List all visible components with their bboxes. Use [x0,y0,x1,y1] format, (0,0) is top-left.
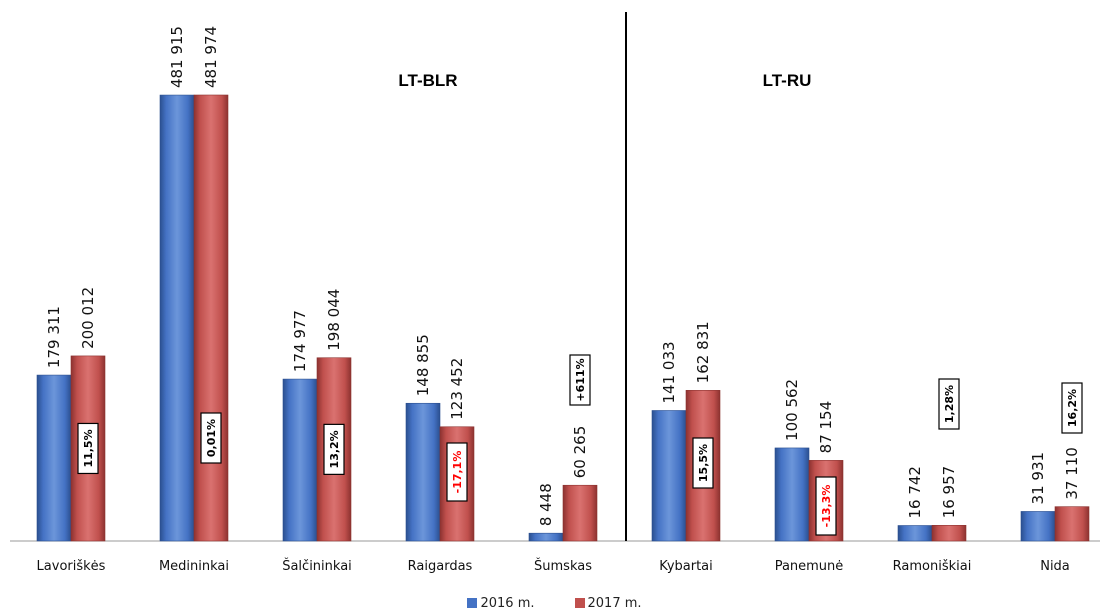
value-label-2016-1: 481 915 [168,26,186,88]
change-label-6: -13,3% [820,485,833,528]
category-label-4: Šumskas [534,558,592,574]
change-label-3: -17,1% [451,451,464,494]
change-box-0 [77,422,99,475]
category-label-2: Šalčininkai [282,558,352,574]
legend-label-2016: 2016 m. [480,595,535,611]
category-label-0: Lavoriškės [37,559,106,574]
value-label-2016-6: 100 562 [783,379,801,441]
legend-item-2016: 2016 m. [467,594,535,612]
value-label-2016-5: 141 033 [660,341,678,403]
value-label-2017-1: 481 974 [202,26,220,88]
legend-swatch-2016 [467,598,478,608]
change-box-1 [200,412,222,464]
change-box-2 [323,423,345,475]
bar-chart: LT-BLR LT-RU 179 311 200 012 11,5% Lavoriškės… [10,12,1100,574]
change-box-4 [569,354,591,406]
legend-item-2017: 2017 m. [574,594,642,612]
change-box-8 [1061,382,1083,434]
value-label-2017-7: 16 957 [940,466,958,519]
category-label-3: Raigardas [408,559,473,574]
legend-label-2017: 2017 m. [587,595,642,611]
value-label-2017-4: 60 265 [571,426,589,479]
value-label-2016-4: 8 448 [537,483,555,526]
value-label-2017-5: 162 831 [694,321,712,383]
change-label-8: 16,2% [1066,389,1079,427]
category-label-5: Kybartai [659,559,713,574]
bar-2016-8 [1020,511,1056,542]
category-label-8: Nida [1040,559,1070,574]
change-label-5: 15,5% [697,444,710,482]
group-label-lt-ru: LT-RU [763,71,812,90]
value-label-2016-2: 174 977 [291,310,309,372]
change-box-6 [815,476,837,536]
change-label-7: 1,28% [943,385,956,423]
change-box-3 [446,442,468,502]
value-label-2017-2: 198 044 [325,289,343,351]
value-label-2016-0: 179 311 [45,306,63,368]
category-label-7: Ramoniškiai [893,559,972,574]
category-label-1: Medininkai [159,559,229,574]
value-label-2017-8: 37 110 [1063,447,1081,500]
bar-2016-6 [774,447,810,542]
legend: 2016 m. 2017 m. [0,594,1109,612]
value-label-2017-6: 87 154 [817,401,835,454]
bar-2017-4 [562,484,598,542]
bar-2016-4 [528,532,564,542]
value-label-2017-3: 123 452 [448,358,466,420]
bar-2017-1 [193,94,229,542]
value-label-2016-3: 148 855 [414,334,432,396]
bar-2016-7 [897,525,933,542]
legend-swatch-2017 [574,598,585,608]
change-label-4: +611% [574,358,587,401]
bar-2017-7 [931,525,967,542]
bar-2016-1 [159,94,195,542]
bar-2016-0 [36,374,72,542]
change-label-2: 13,2% [328,430,341,468]
category-label-6: Panemunė [775,559,844,574]
change-box-5 [692,437,714,489]
value-label-2017-0: 200 012 [79,287,97,349]
group-label-lt-blr: LT-BLR [398,71,457,90]
bar-2016-2 [282,378,318,542]
change-label-1: 0,01% [205,419,218,457]
bar-2016-3 [405,402,441,542]
value-label-2016-8: 31 931 [1029,452,1047,505]
change-label-0: 11,5% [82,429,95,467]
value-label-2016-7: 16 742 [906,466,924,519]
change-box-7 [938,378,960,430]
bar-2016-5 [651,410,687,542]
bar-2017-8 [1054,506,1090,542]
